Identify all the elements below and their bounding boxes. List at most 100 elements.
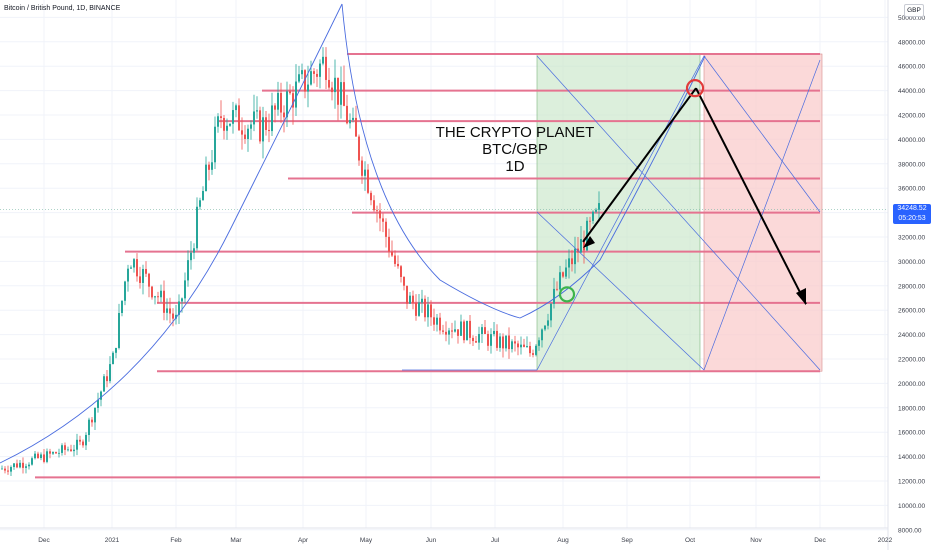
- trend-drawings: [0, 3, 821, 464]
- candle-body: [379, 210, 381, 219]
- candle-body: [565, 267, 567, 277]
- candle-body: [274, 105, 276, 110]
- candle-body: [460, 321, 462, 336]
- candle-body: [418, 302, 420, 316]
- time-tick-label: Jun: [426, 537, 437, 544]
- candle-body: [457, 329, 459, 336]
- candle-body: [520, 344, 522, 348]
- candle-body: [523, 344, 525, 347]
- price-tick-label: 48000.00: [898, 39, 925, 46]
- candle-body: [388, 236, 390, 252]
- candle-body: [214, 126, 216, 163]
- candle-body: [1, 468, 3, 470]
- candle-body: [394, 255, 396, 264]
- time-tick-label: Apr: [298, 537, 309, 544]
- candle-body: [238, 105, 240, 131]
- candle-body: [361, 160, 363, 176]
- candle-body: [190, 252, 192, 261]
- arrowhead-up: [583, 236, 595, 248]
- candle-body: [592, 211, 594, 221]
- candle-body: [94, 407, 96, 423]
- candle-body: [271, 105, 273, 132]
- price-tick-label: 30000.00: [898, 259, 925, 266]
- candle-body: [490, 334, 492, 346]
- candle-body: [301, 70, 303, 75]
- candle-body: [85, 434, 87, 446]
- candle-body: [433, 317, 435, 325]
- price-tick-label: 20000.00: [898, 381, 925, 388]
- candle-body: [598, 203, 600, 210]
- parabolic-arc: [0, 3, 343, 464]
- candle-body: [169, 308, 171, 314]
- candle-body: [220, 116, 222, 118]
- candle-body: [199, 200, 201, 207]
- candle-body: [337, 77, 339, 105]
- candle-body: [391, 251, 393, 256]
- price-tick-label: 50000.00: [898, 15, 925, 22]
- candle-body: [268, 129, 270, 132]
- candle-body: [451, 330, 453, 332]
- candle-body: [589, 220, 591, 222]
- candle-body: [472, 337, 474, 342]
- time-tick-label: Feb: [170, 537, 182, 544]
- candle-body: [229, 123, 231, 126]
- candle-body: [310, 71, 312, 85]
- candle-body: [241, 130, 243, 135]
- price-tick-label: 22000.00: [898, 357, 925, 364]
- candle-body: [343, 82, 345, 106]
- time-tick-label: Oct: [685, 537, 695, 544]
- candle-body: [436, 317, 438, 325]
- candle-body: [163, 290, 165, 313]
- candle-body: [511, 341, 513, 350]
- candle-body: [178, 301, 180, 315]
- candle-body: [79, 439, 81, 442]
- candle-body: [4, 468, 6, 471]
- candle-body: [109, 364, 111, 382]
- candle-body: [205, 164, 207, 192]
- currency-selector[interactable]: GBP: [904, 4, 924, 17]
- candle-body: [76, 439, 78, 450]
- candle-body: [508, 335, 510, 350]
- candle-body: [130, 267, 132, 269]
- candle-body: [325, 56, 327, 80]
- candle-body: [295, 81, 297, 108]
- price-tick-label: 10000.00: [898, 503, 925, 510]
- price-tick-label: 32000.00: [898, 235, 925, 242]
- candle-body: [307, 84, 309, 92]
- candle-body: [118, 312, 120, 348]
- candle-body: [298, 74, 300, 82]
- candle-body: [196, 206, 198, 249]
- candle-body: [253, 111, 255, 125]
- chart-annotation-text: THE CRYPTO PLANET BTC/GBP 1D: [430, 124, 600, 175]
- candle-body: [223, 117, 225, 131]
- candle-body: [115, 347, 117, 353]
- bar-countdown: 05:20:53: [898, 215, 926, 222]
- candle-body: [367, 169, 369, 193]
- candle-body: [571, 258, 573, 265]
- candle-body: [559, 272, 561, 290]
- candle-body: [595, 209, 597, 212]
- candle-body: [82, 441, 84, 446]
- candle-body: [382, 218, 384, 222]
- candle-body: [265, 117, 267, 130]
- candle-body: [445, 331, 447, 335]
- horizontal-levels: [0, 53, 888, 479]
- annotation-line-1: THE CRYPTO PLANET: [435, 124, 595, 141]
- time-tick-label: Dec: [814, 537, 826, 544]
- candle-body: [403, 276, 405, 286]
- candle-body: [553, 288, 555, 304]
- candle-body: [505, 335, 507, 349]
- candle-body: [208, 164, 210, 170]
- symbol-title: Bitcoin / British Pound, 1D, BINANCE: [4, 5, 121, 12]
- candle-body: [556, 288, 558, 290]
- candle-body: [535, 345, 537, 355]
- candle-body: [280, 92, 282, 113]
- candle-body: [349, 119, 351, 124]
- time-tick-label: Jul: [491, 537, 500, 544]
- candle-body: [256, 110, 258, 112]
- candle-body: [55, 452, 57, 454]
- candle-body: [430, 304, 432, 318]
- candle-body: [286, 91, 288, 118]
